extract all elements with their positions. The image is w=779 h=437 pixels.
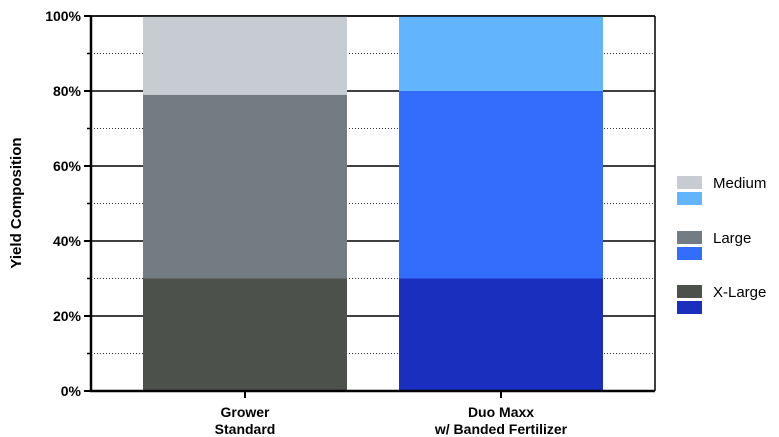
y-axis-title: Yield Composition — [8, 137, 25, 268]
legend-label-x-large: X-Large — [713, 284, 766, 301]
bar-segment-large — [143, 94, 347, 279]
legend-swatch-large-grower — [677, 231, 702, 244]
bar-segment-medium — [399, 16, 603, 91]
legend: Medium Large X-Large — [677, 175, 766, 314]
bar-segment-large — [399, 91, 603, 279]
legend-swatch-medium-duo — [677, 192, 702, 205]
legend-swatch-large-duo — [677, 247, 702, 260]
legend-swatch-medium-grower — [677, 176, 702, 189]
axis-layer: 0% 20% 40% 60% 80% 100% Grower Standard Duo Maxx… — [45, 8, 656, 437]
legend-label-medium: Medium — [713, 175, 766, 192]
bar-layer — [143, 16, 603, 391]
x-category-label: Duo Maxx w/ Banded Fertilizer — [434, 404, 568, 437]
y-tick-label: 100% — [45, 8, 81, 24]
bar-segment-x-large — [399, 278, 603, 391]
y-tick-label: 80% — [53, 83, 82, 99]
y-tick-label: 20% — [53, 308, 82, 324]
bar-segment-medium — [143, 16, 347, 95]
y-tick-label: 0% — [61, 383, 82, 399]
legend-swatch-x-large-grower — [677, 285, 702, 298]
legend-label-large: Large — [713, 230, 751, 247]
y-tick-label: 60% — [53, 158, 82, 174]
bar-segment-x-large — [143, 278, 347, 391]
y-tick-label: 40% — [53, 233, 82, 249]
x-category-label: Grower Standard — [215, 404, 276, 437]
legend-swatch-x-large-duo — [677, 301, 702, 314]
